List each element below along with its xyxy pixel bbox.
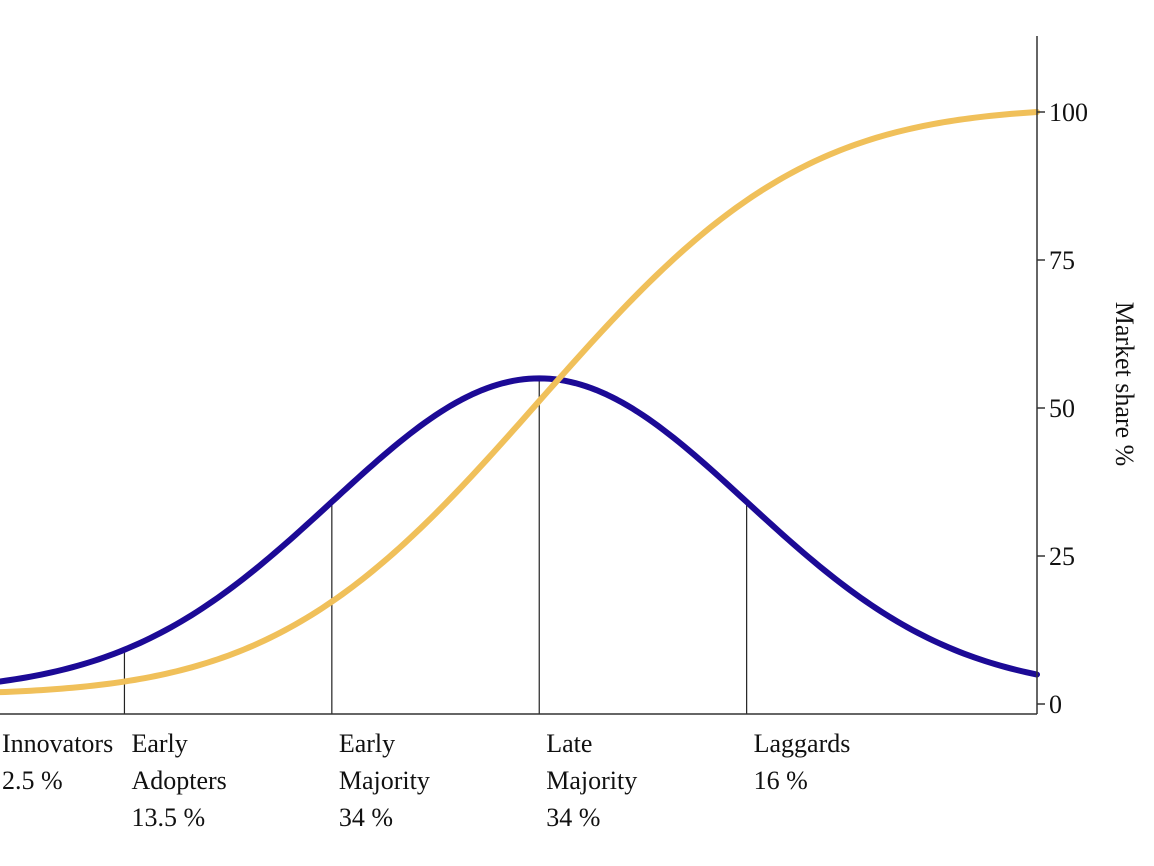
category-label-line: 16 % xyxy=(754,766,808,795)
category-label-line: Early xyxy=(339,729,395,758)
category-label-line: Majority xyxy=(339,766,430,795)
category-label: Laggards 16 % xyxy=(754,729,851,795)
category-label-line: 34 % xyxy=(339,803,393,832)
y-tick-label: 50 xyxy=(1049,394,1075,423)
category-label: Early Majority 34 % xyxy=(339,729,430,832)
category-label-line: Laggards xyxy=(754,729,851,758)
y-tick-label: 0 xyxy=(1049,690,1062,719)
y-axis-ticks: 0 25 50 75 100 xyxy=(1037,98,1088,719)
y-tick-label: 100 xyxy=(1049,98,1088,127)
market-share-s-curve xyxy=(0,109,1040,696)
category-label-line: Adopters xyxy=(131,766,226,795)
category-dividers xyxy=(123,378,748,714)
category-label-line: Early xyxy=(131,729,187,758)
y-axis-title: Market share % xyxy=(1110,302,1139,467)
category-label-line: 13.5 % xyxy=(131,803,205,832)
category-label-line: 2.5 % xyxy=(2,766,63,795)
y-tick-label: 25 xyxy=(1049,542,1075,571)
y-tick-label: 75 xyxy=(1049,246,1075,275)
category-label: Innovators 2.5 % xyxy=(2,729,113,795)
category-label: Late Majority 34 % xyxy=(546,729,637,832)
adoption-bell-curve xyxy=(0,375,1040,685)
category-label-line: Innovators xyxy=(2,729,113,758)
category-labels: Innovators 2.5 % Early Adopters 13.5 % Early M… xyxy=(2,729,850,832)
category-label-line: 34 % xyxy=(546,803,600,832)
category-label: Early Adopters 13.5 % xyxy=(131,729,226,832)
category-label-line: Majority xyxy=(546,766,637,795)
category-label-line: Late xyxy=(546,729,592,758)
